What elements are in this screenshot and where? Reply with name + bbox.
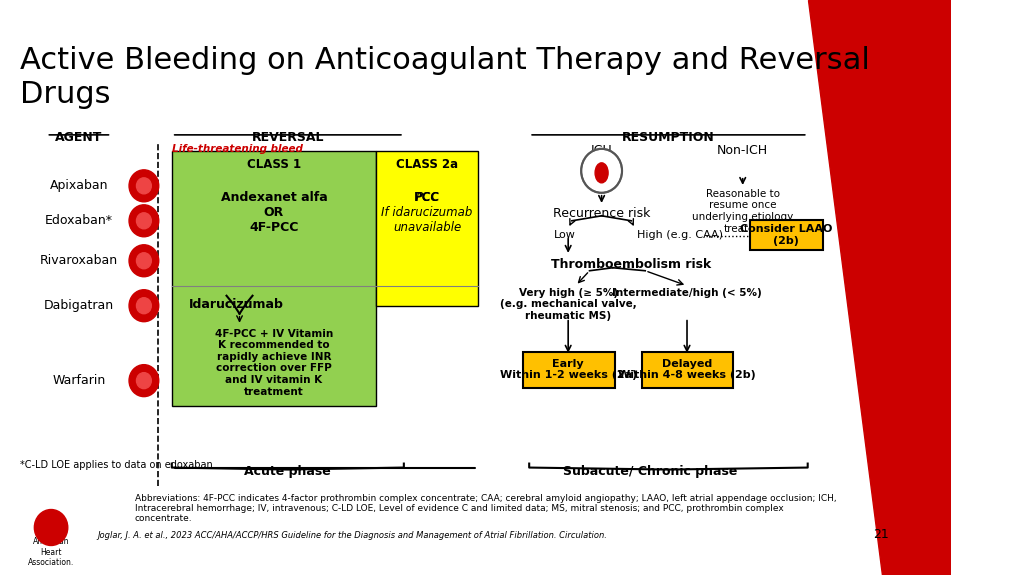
Circle shape xyxy=(582,149,622,193)
Circle shape xyxy=(35,510,68,545)
Text: Consider LAAO
(2b): Consider LAAO (2b) xyxy=(740,224,833,245)
Text: PCC
If idarucizumab
unavailable: PCC If idarucizumab unavailable xyxy=(381,191,473,234)
Text: AGENT: AGENT xyxy=(55,131,102,144)
Circle shape xyxy=(136,298,152,314)
Text: Dabigatran: Dabigatran xyxy=(44,299,114,312)
Text: Life-threatening bleed: Life-threatening bleed xyxy=(172,144,303,154)
Text: American
Heart
Association.: American Heart Association. xyxy=(28,537,74,567)
Circle shape xyxy=(136,373,152,389)
Text: RESUMPTION: RESUMPTION xyxy=(622,131,715,144)
Text: Low: Low xyxy=(554,230,575,240)
Text: Andexanet alfa
OR
4F-PCC: Andexanet alfa OR 4F-PCC xyxy=(220,191,328,234)
Circle shape xyxy=(129,170,159,202)
Text: Edoxaban*: Edoxaban* xyxy=(45,214,113,228)
Text: Recurrence risk: Recurrence risk xyxy=(553,207,650,220)
Text: Non-ICH: Non-ICH xyxy=(717,144,768,157)
Circle shape xyxy=(129,365,159,397)
Circle shape xyxy=(129,205,159,237)
Text: Very high (≥ 5%)
(e.g. mechanical valve,
rheumatic MS): Very high (≥ 5%) (e.g. mechanical valve,… xyxy=(500,288,637,321)
FancyBboxPatch shape xyxy=(172,151,376,406)
Text: Idarucizumab: Idarucizumab xyxy=(189,298,285,310)
Circle shape xyxy=(129,245,159,276)
Circle shape xyxy=(136,178,152,194)
Text: ICH: ICH xyxy=(591,144,612,157)
Text: CLASS 2a: CLASS 2a xyxy=(396,158,458,171)
Text: CLASS 1: CLASS 1 xyxy=(247,158,301,171)
Text: 21: 21 xyxy=(872,528,889,540)
FancyBboxPatch shape xyxy=(751,220,823,250)
Text: Early
Within 1-2 weeks (2a): Early Within 1-2 weeks (2a) xyxy=(500,359,637,381)
FancyBboxPatch shape xyxy=(522,352,614,388)
Text: REVERSAL: REVERSAL xyxy=(252,131,324,144)
FancyBboxPatch shape xyxy=(376,151,478,306)
Text: *C-LD LOE applies to data on edoxaban: *C-LD LOE applies to data on edoxaban xyxy=(20,460,213,469)
Text: Warfarin: Warfarin xyxy=(52,374,105,387)
Text: Active Bleeding on Anticoagulant Therapy and Reversal
Drugs: Active Bleeding on Anticoagulant Therapy… xyxy=(20,46,870,108)
Text: Apixaban: Apixaban xyxy=(49,179,109,192)
Text: Abbreviations: 4F-PCC indicates 4-factor prothrombin complex concentrate; CAA; c: Abbreviations: 4F-PCC indicates 4-factor… xyxy=(134,494,837,524)
Text: Rivaroxaban: Rivaroxaban xyxy=(40,254,118,267)
Circle shape xyxy=(136,213,152,229)
Text: High (e.g. CAA): High (e.g. CAA) xyxy=(637,230,723,240)
Circle shape xyxy=(129,290,159,322)
Text: Joglar, J. A. et al., 2023 ACC/AHA/ACCP/HRS Guideline for the Diagnosis and Mana: Joglar, J. A. et al., 2023 ACC/AHA/ACCP/… xyxy=(98,530,607,540)
Text: Subacute/ Chronic phase: Subacute/ Chronic phase xyxy=(562,465,737,478)
Text: Acute phase: Acute phase xyxy=(245,465,331,478)
FancyBboxPatch shape xyxy=(641,352,733,388)
Circle shape xyxy=(136,253,152,269)
Text: PCC: PCC xyxy=(414,191,440,204)
Text: Thromboembolism risk: Thromboembolism risk xyxy=(551,257,712,271)
Text: 4F-PCC + IV Vitamin
K recommended to
rapidly achieve INR
correction over FFP
and: 4F-PCC + IV Vitamin K recommended to rap… xyxy=(215,329,333,397)
Polygon shape xyxy=(808,0,950,575)
Ellipse shape xyxy=(595,163,608,183)
Text: Delayed
Within 4-8 weeks (2b): Delayed Within 4-8 weeks (2b) xyxy=(618,359,756,381)
Text: Reasonable to
resume once
underlying etiology
treated: Reasonable to resume once underlying eti… xyxy=(692,189,794,234)
Text: Intermediate/high (< 5%): Intermediate/high (< 5%) xyxy=(612,288,762,298)
